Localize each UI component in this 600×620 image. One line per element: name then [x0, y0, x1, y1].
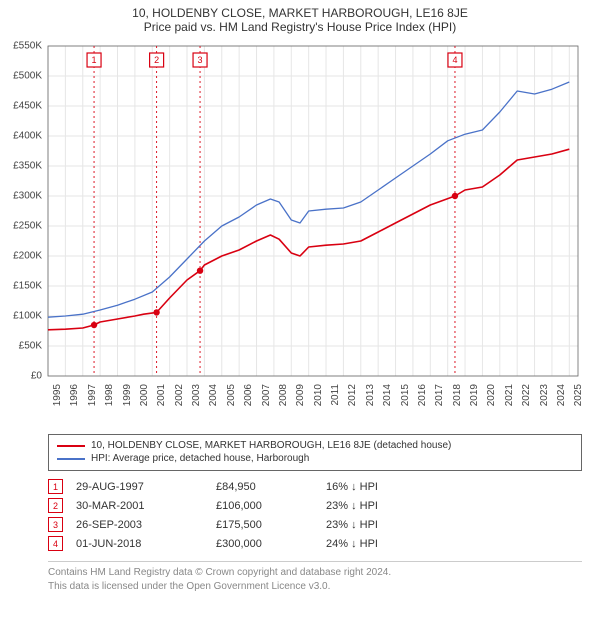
sale-delta: 23% ↓ HPI — [326, 500, 426, 512]
y-tick-label: £150K — [13, 281, 42, 292]
sale-marker-icon: 2 — [48, 498, 63, 513]
x-tick-label: 2021 — [504, 384, 515, 418]
svg-text:2: 2 — [154, 55, 159, 65]
y-tick-label: £250K — [13, 221, 42, 232]
legend-row: 10, HOLDENBY CLOSE, MARKET HARBOROUGH, L… — [57, 439, 573, 452]
x-tick-label: 1999 — [122, 384, 133, 418]
x-tick-label: 2009 — [295, 384, 306, 418]
sale-delta: 23% ↓ HPI — [326, 519, 426, 531]
x-tick-label: 2004 — [208, 384, 219, 418]
x-tick-label: 2000 — [139, 384, 150, 418]
legend-label: 10, HOLDENBY CLOSE, MARKET HARBOROUGH, L… — [91, 440, 451, 451]
y-tick-label: £50K — [19, 341, 42, 352]
sale-row: 2 30-MAR-2001£106,00023% ↓ HPI — [48, 496, 582, 515]
sale-marker-icon: 3 — [48, 517, 63, 532]
sale-date: 01-JUN-2018 — [76, 538, 216, 550]
x-tick-label: 2005 — [226, 384, 237, 418]
sale-date: 29-AUG-1997 — [76, 481, 216, 493]
x-tick-label: 2016 — [417, 384, 428, 418]
y-tick-label: £400K — [13, 131, 42, 142]
sale-price: £175,500 — [216, 519, 326, 531]
x-tick-label: 2011 — [330, 384, 341, 418]
footer-attribution: Contains HM Land Registry data © Crown c… — [48, 561, 582, 593]
x-tick-label: 2014 — [382, 384, 393, 418]
page-subtitle: Price paid vs. HM Land Registry's House … — [0, 20, 600, 38]
y-axis-labels: £0£50K£100K£150K£200K£250K£300K£350K£400… — [0, 38, 44, 384]
x-tick-label: 2022 — [521, 384, 532, 418]
footer-line-1: Contains HM Land Registry data © Crown c… — [48, 566, 582, 580]
x-tick-label: 2010 — [313, 384, 324, 418]
sale-marker-icon: 4 — [48, 536, 63, 551]
y-tick-label: £100K — [13, 311, 42, 322]
x-tick-label: 2003 — [191, 384, 202, 418]
svg-text:1: 1 — [92, 55, 97, 65]
y-tick-label: £350K — [13, 161, 42, 172]
chart-svg: 1 2 3 4 — [0, 38, 600, 420]
price-chart: 1234 £0£50K£100K£150K£200K£250K£300K£350… — [0, 38, 600, 428]
x-tick-label: 1997 — [87, 384, 98, 418]
sale-row: 3 26-SEP-2003£175,50023% ↓ HPI — [48, 515, 582, 534]
legend-swatch — [57, 445, 85, 447]
sale-price: £106,000 — [216, 500, 326, 512]
y-tick-label: £500K — [13, 71, 42, 82]
sale-delta: 24% ↓ HPI — [326, 538, 426, 550]
sale-price: £300,000 — [216, 538, 326, 550]
x-tick-label: 2017 — [434, 384, 445, 418]
sale-date: 30-MAR-2001 — [76, 500, 216, 512]
y-tick-label: £450K — [13, 101, 42, 112]
sale-date: 26-SEP-2003 — [76, 519, 216, 531]
y-tick-label: £300K — [13, 191, 42, 202]
x-tick-label: 1995 — [52, 384, 63, 418]
x-tick-label: 2020 — [486, 384, 497, 418]
x-tick-label: 1998 — [104, 384, 115, 418]
x-tick-label: 2019 — [469, 384, 480, 418]
x-tick-label: 2023 — [539, 384, 550, 418]
sale-row: 1 29-AUG-1997£84,95016% ↓ HPI — [48, 477, 582, 496]
legend-row: HPI: Average price, detached house, Harb… — [57, 452, 573, 465]
x-tick-label: 2015 — [400, 384, 411, 418]
sale-delta: 16% ↓ HPI — [326, 481, 426, 493]
svg-text:4: 4 — [452, 55, 457, 65]
x-tick-label: 2008 — [278, 384, 289, 418]
legend-box: 10, HOLDENBY CLOSE, MARKET HARBOROUGH, L… — [48, 434, 582, 471]
sale-marker-icon: 1 — [48, 479, 63, 494]
x-tick-label: 2002 — [174, 384, 185, 418]
x-tick-label: 2012 — [347, 384, 358, 418]
page-title: 10, HOLDENBY CLOSE, MARKET HARBOROUGH, L… — [0, 0, 600, 20]
x-tick-label: 2007 — [261, 384, 272, 418]
sale-price: £84,950 — [216, 481, 326, 493]
x-tick-label: 2006 — [243, 384, 254, 418]
legend-label: HPI: Average price, detached house, Harb… — [91, 453, 309, 464]
x-axis-labels: 1995 1996 1997 1998 1999 2000 2001 2002 2003 2004… — [0, 380, 600, 420]
x-tick-label: 2001 — [156, 384, 167, 418]
x-tick-label: 2018 — [452, 384, 463, 418]
x-tick-label: 1996 — [69, 384, 80, 418]
x-tick-label: 2024 — [556, 384, 567, 418]
x-tick-label: 2025 — [573, 384, 584, 418]
y-tick-label: £550K — [13, 41, 42, 52]
x-tick-label: 2013 — [365, 384, 376, 418]
svg-text:3: 3 — [198, 55, 203, 65]
sale-row: 4 01-JUN-2018£300,00024% ↓ HPI — [48, 534, 582, 553]
sales-table: 1 29-AUG-1997£84,95016% ↓ HPI 2 30-MAR-2001… — [48, 477, 582, 553]
legend-swatch — [57, 458, 85, 460]
y-tick-label: £200K — [13, 251, 42, 262]
footer-line-2: This data is licensed under the Open Gov… — [48, 580, 582, 594]
